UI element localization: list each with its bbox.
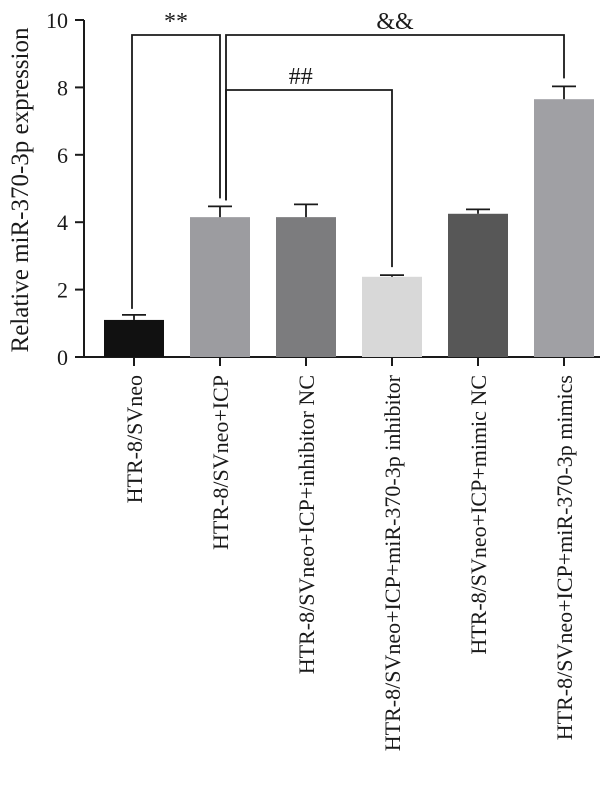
bars bbox=[104, 85, 594, 357]
bar bbox=[534, 99, 594, 357]
y-tick-label: 0 bbox=[57, 345, 68, 370]
y-axis-title: Relative miR-370-3p expression bbox=[7, 27, 34, 352]
bar bbox=[276, 217, 336, 357]
y-axis: 0 2 4 6 8 10 bbox=[46, 8, 85, 370]
significance-bracket bbox=[225, 34, 565, 201]
bar bbox=[362, 276, 422, 357]
bar bbox=[104, 319, 164, 357]
x-tick-label: HTR-8/SVneo+ICP+miR-370-3p mimics bbox=[552, 375, 577, 740]
y-tick-label: 6 bbox=[57, 143, 68, 168]
significance-bracket bbox=[131, 34, 221, 309]
x-axis: HTR-8/SVneo HTR-8/SVneo+ICP HTR-8/SVneo+IC… bbox=[84, 356, 600, 751]
y-tick-label: 2 bbox=[57, 278, 68, 303]
significance-label: ** bbox=[164, 9, 188, 35]
significance-bracket bbox=[225, 89, 393, 268]
y-tick-label: 8 bbox=[57, 75, 68, 100]
x-tick-label: HTR-8/SVneo+ICP+miR-370-3p inhibitor bbox=[380, 374, 405, 751]
y-tick-label: 10 bbox=[46, 8, 68, 33]
x-tick-label: HTR-8/SVneo+ICP+inhibitor NC bbox=[294, 375, 319, 674]
significance-label: && bbox=[376, 9, 414, 35]
significance-label: ## bbox=[289, 64, 313, 90]
bar bbox=[448, 213, 508, 357]
significance-brackets: ** && ## bbox=[131, 9, 565, 309]
y-tick-label: 4 bbox=[57, 210, 68, 235]
x-tick-label: HTR-8/SVneo+ICP+mimic NC bbox=[466, 375, 491, 655]
x-tick-label: HTR-8/SVneo bbox=[122, 375, 147, 503]
bar bbox=[190, 217, 250, 357]
x-tick-label: HTR-8/SVneo+ICP bbox=[208, 375, 233, 550]
